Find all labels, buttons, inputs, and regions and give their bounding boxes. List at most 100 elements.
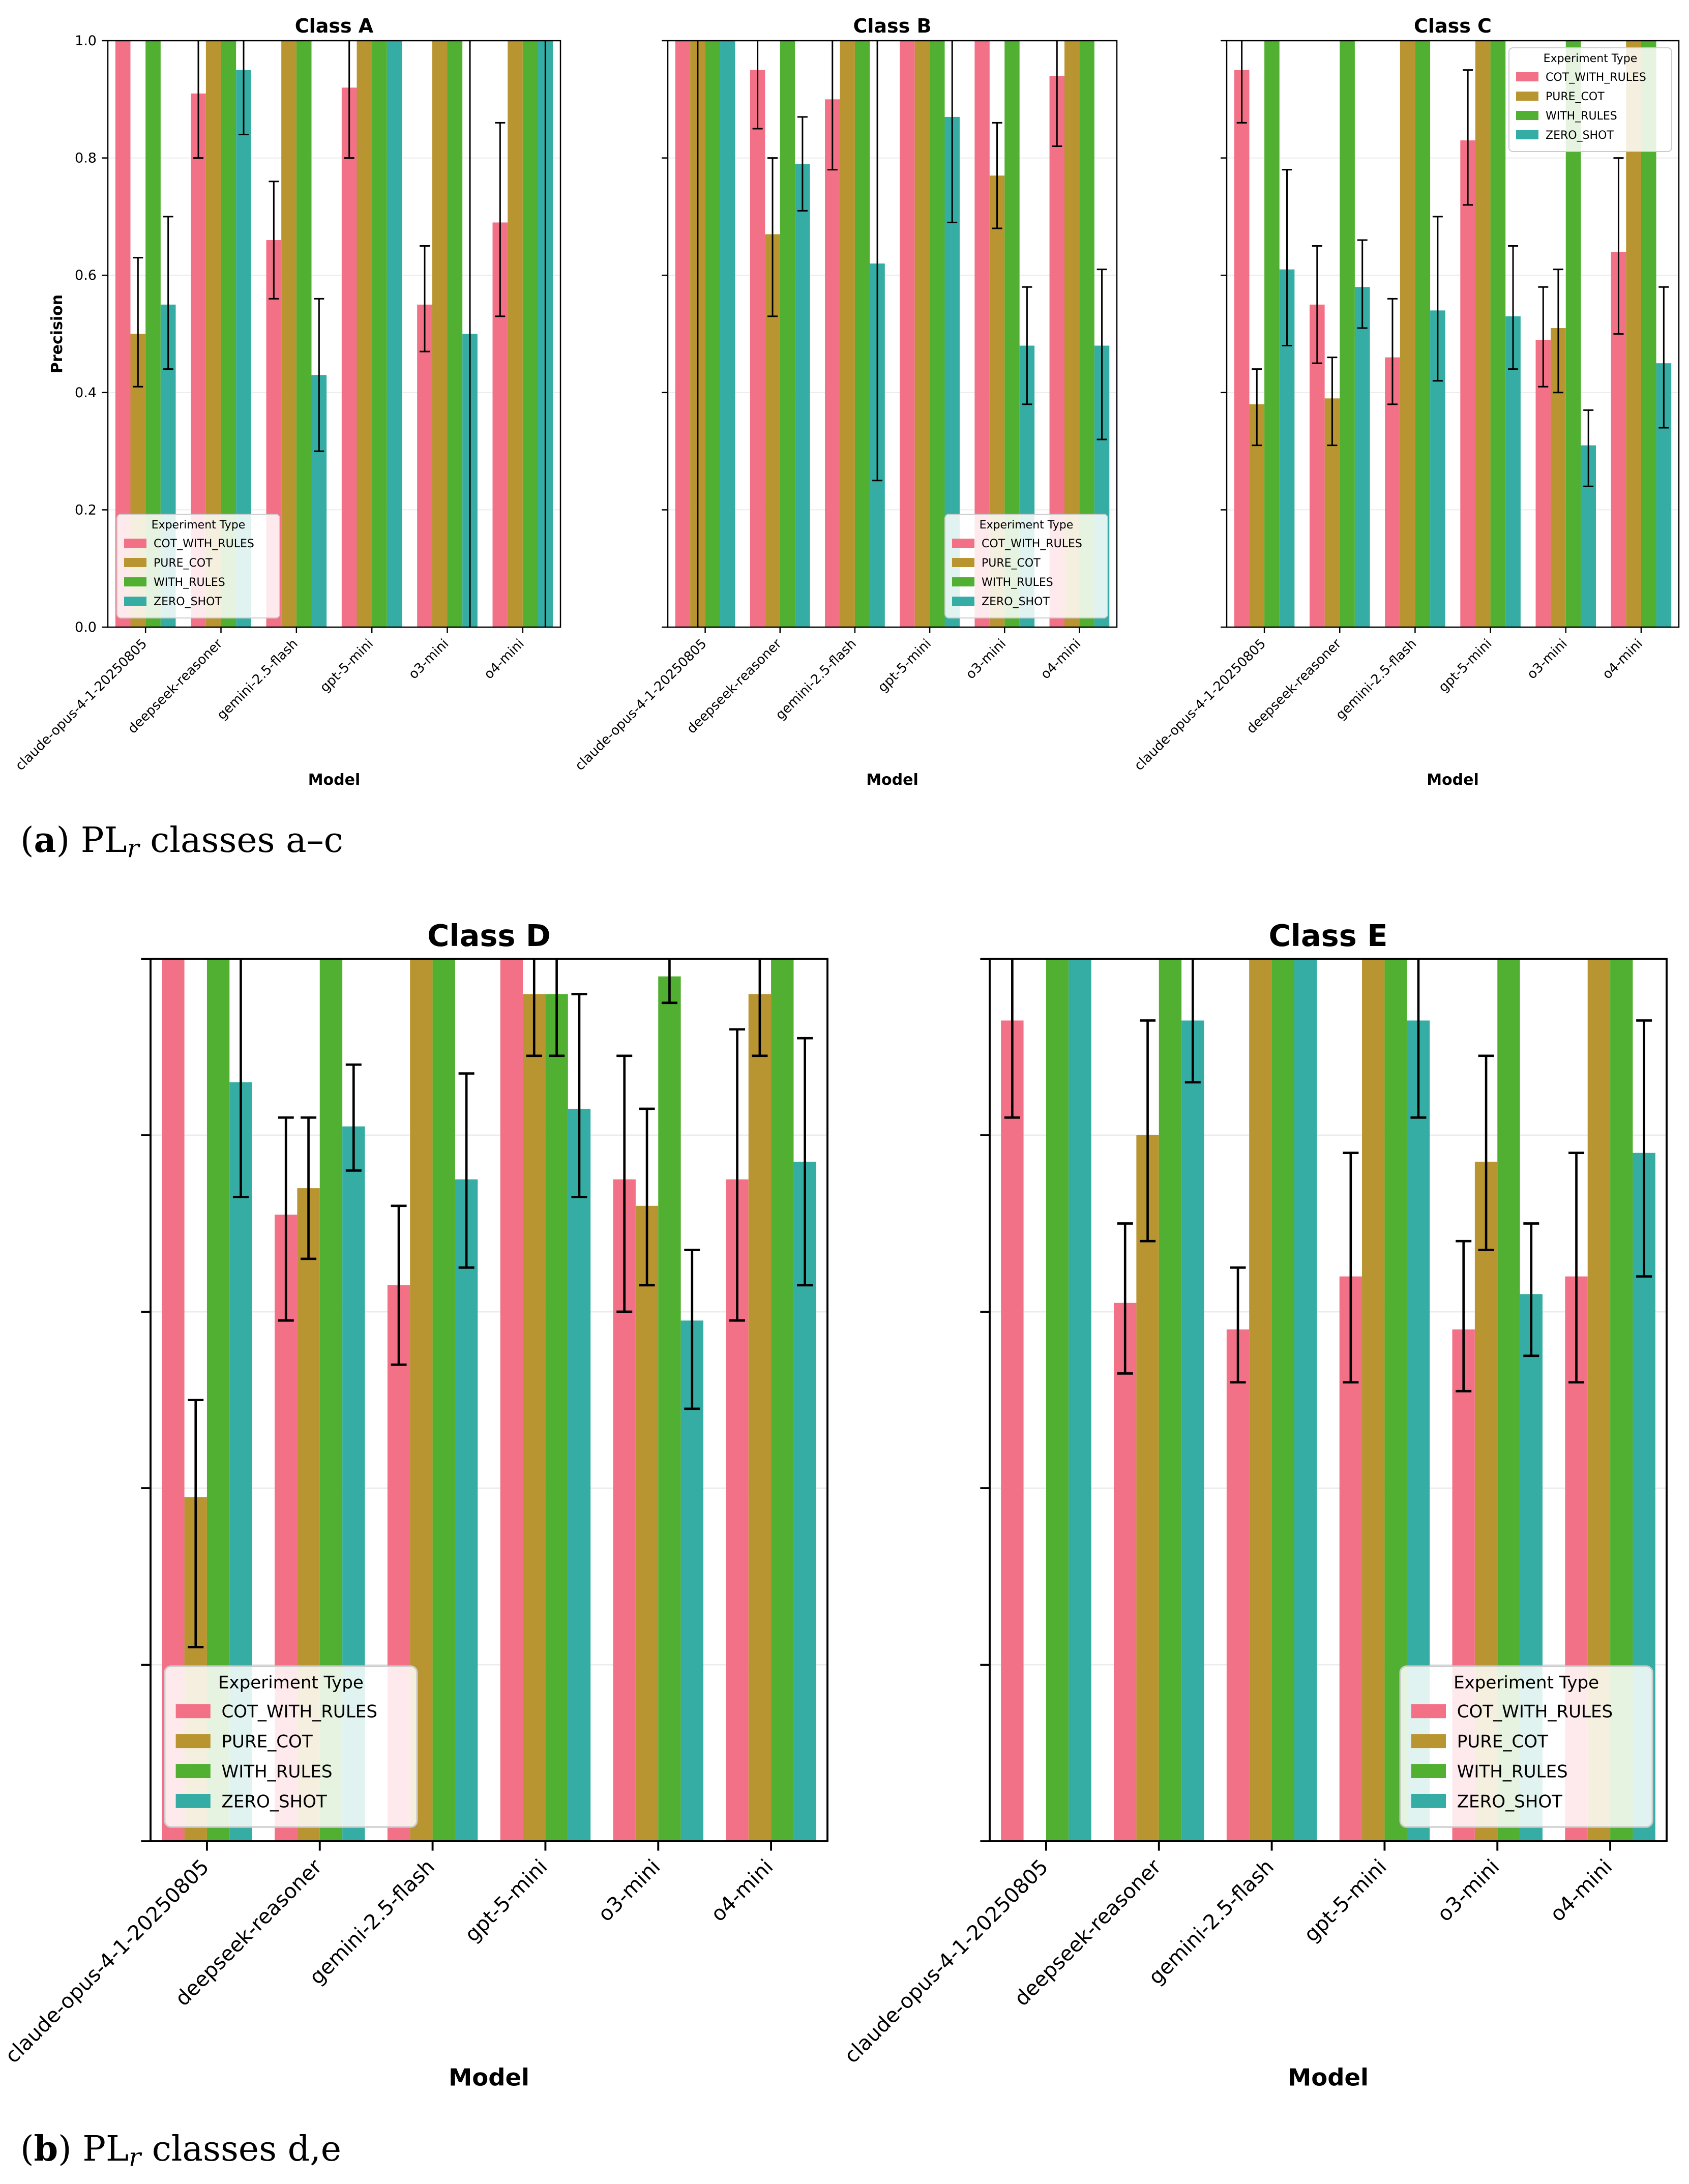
bar-with-rules-0 [1264, 41, 1280, 627]
bar-with-rules-2 [432, 959, 455, 1841]
legend-swatch [124, 539, 146, 548]
x-tick-label: claude-opus-4-1-20250805 [1132, 636, 1269, 774]
x-tick-label: o4-mini [1038, 636, 1084, 683]
x-tick-label: gpt-5-mini [1436, 636, 1495, 696]
bar-pure-cot-3 [523, 994, 546, 1841]
legend-swatch [175, 1704, 211, 1719]
y-tick-label: 0.6 [75, 268, 97, 283]
bar-cot-with-rules-2 [1226, 1329, 1250, 1841]
bar-pure-cot-5 [508, 41, 523, 627]
x-tick-label: o3-mini [963, 636, 1010, 683]
x-tick-label: o3-mini [1524, 636, 1571, 683]
bar-with-rules-0 [1046, 959, 1069, 1841]
legend: Experiment Type COT_WITH_RULES PURE_COT WIT… [944, 514, 1108, 618]
legend-title: Experiment Type [1454, 1672, 1599, 1693]
caption-b-label: b [34, 2129, 58, 2169]
chart-title: Class E [1269, 918, 1388, 953]
legend-swatch [1411, 1764, 1446, 1778]
bar-cot-with-rules-4 [417, 304, 432, 627]
chart-4: claude-opus-4-1-20250805deepseek-reasone… [840, 918, 1668, 2091]
y-tick-label: 0.4 [75, 385, 97, 401]
bar-with-rules-5 [771, 959, 794, 1841]
bar-zero-shot-0 [720, 41, 735, 627]
legend-swatch [175, 1794, 211, 1808]
legend-box [1508, 47, 1672, 152]
legend-label: ZERO_SHOT [1457, 1791, 1562, 1812]
bar-pure-cot-1 [1136, 1135, 1159, 1841]
x-tick-label: gpt-5-mini [460, 1855, 552, 1947]
x-tick-label: claude-opus-4-1-20250805 [840, 1855, 1053, 2068]
caption-a-label: a [34, 820, 56, 861]
chart-title: Class B [853, 15, 932, 37]
bar-cot-with-rules-4 [1535, 340, 1551, 627]
bar-with-rules-3 [372, 41, 387, 627]
legend: Experiment Type COT_WITH_RULES PURE_COT WIT… [1508, 47, 1672, 152]
bar-zero-shot-1 [795, 164, 810, 627]
bar-cot-with-rules-3 [1460, 140, 1475, 627]
bar-pure-cot-3 [914, 41, 930, 627]
legend-label: COT_WITH_RULES [222, 1702, 377, 1722]
x-tick-label: o4-mini [481, 636, 527, 683]
legend-swatch [1411, 1704, 1446, 1719]
legend-label: COT_WITH_RULES [1457, 1702, 1613, 1722]
bar-with-rules-2 [1415, 41, 1431, 627]
plot-frame [667, 40, 1118, 628]
legend-label: PURE_COT [1546, 91, 1605, 103]
legend-title: Experiment Type [980, 519, 1074, 532]
bar-zero-shot-3 [568, 1108, 591, 1841]
x-tick-label: gemini-2.5-flash [1333, 636, 1420, 723]
chart-2: claude-opus-4-1-20250805deepseek-reasone… [1132, 15, 1680, 789]
legend-swatch [124, 577, 146, 586]
legend-swatch [952, 597, 974, 606]
y-axis-label: Precision [48, 294, 66, 373]
bar-with-rules-3 [930, 41, 945, 627]
bar-with-rules-3 [1490, 41, 1506, 627]
legend: Experiment Type COT_WITH_RULES PURE_COT WIT… [116, 514, 280, 618]
x-tick-label: gpt-5-mini [1299, 1855, 1391, 1947]
legend-swatch [1516, 72, 1538, 81]
x-tick-label: gemini-2.5-flash [214, 636, 301, 723]
x-tick-label: o4-mini [1546, 1855, 1617, 1927]
x-axis-label: Model [308, 771, 361, 789]
legend-title: Experiment Type [1544, 52, 1638, 65]
caption-b-text: classes d,e [152, 2129, 341, 2169]
bar-with-rules-4 [658, 976, 681, 1841]
legend-label: WITH_RULES [982, 576, 1053, 589]
x-tick-label: gemini-2.5-flash [305, 1855, 439, 1990]
bar-cot-with-rules-1 [750, 70, 765, 627]
bar-pure-cot-4 [432, 41, 448, 627]
legend-swatch [952, 558, 974, 567]
bar-zero-shot-1 [1354, 287, 1370, 627]
legend-label: WITH_RULES [1457, 1761, 1568, 1782]
x-tick-label: gpt-5-mini [317, 636, 377, 696]
legend-swatch [1516, 111, 1538, 120]
bar-with-rules-5 [522, 41, 538, 627]
legend-label: PURE_COT [982, 557, 1041, 570]
x-tick-label: o3-mini [1433, 1855, 1504, 1927]
plot-frame [1226, 40, 1680, 628]
legend-title: Experiment Type [152, 519, 246, 532]
legend-swatch [175, 1734, 211, 1749]
bar-with-rules-1 [1340, 41, 1355, 627]
bar-with-rules-2 [296, 41, 312, 627]
legend-box [164, 1665, 418, 1828]
bar-with-rules-2 [854, 41, 870, 627]
legend: Experiment Type COT_WITH_RULES PURE_COT WIT… [164, 1665, 418, 1828]
legend: Experiment Type COT_WITH_RULES PURE_COT WIT… [1399, 1665, 1653, 1828]
legend-label: WITH_RULES [154, 576, 225, 589]
bar-zero-shot-1 [1181, 1020, 1204, 1841]
x-tick-label: claude-opus-4-1-20250805 [572, 636, 709, 774]
caption-a: (a) PLr classes a–c [20, 820, 343, 863]
caption-b-prefix: PL [82, 2129, 129, 2169]
x-axis-label: Model [449, 2064, 529, 2091]
chart-3: claude-opus-4-1-20250805deepseek-reasone… [1, 918, 828, 2091]
legend-swatch [175, 1764, 211, 1778]
legend-box [116, 514, 280, 618]
x-axis-label: Model [1427, 771, 1479, 789]
legend-label: COT_WITH_RULES [154, 538, 254, 550]
legend-label: ZERO_SHOT [154, 596, 222, 608]
x-tick-label: gpt-5-mini [875, 636, 935, 696]
y-tick-label: 1.0 [75, 33, 97, 49]
x-tick-label: gemini-2.5-flash [773, 636, 860, 723]
bar-zero-shot-0 [1069, 959, 1091, 1841]
